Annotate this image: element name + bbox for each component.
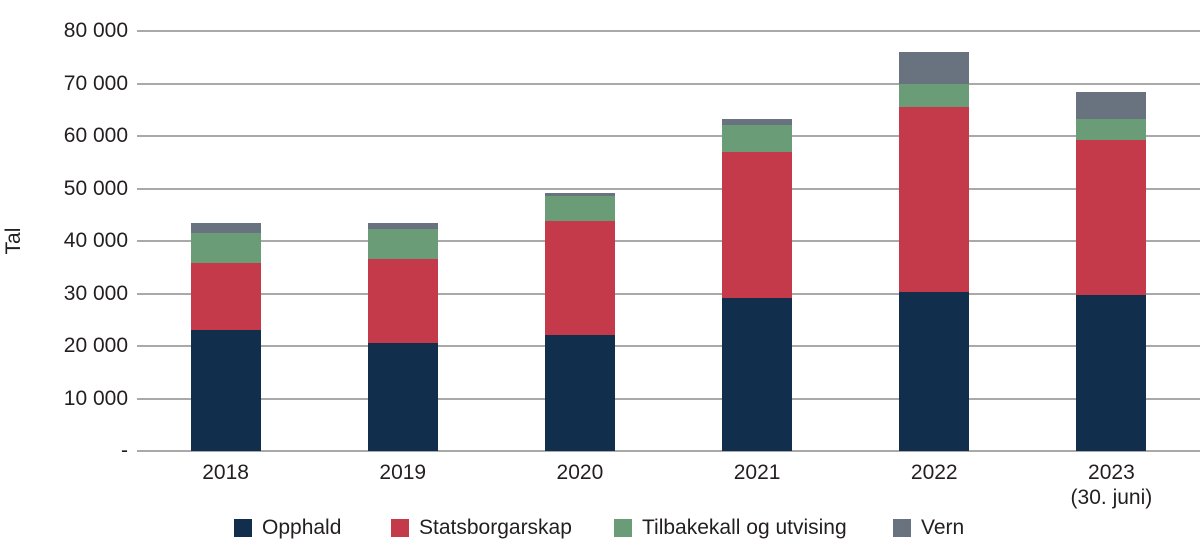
bar-2022-segment-tilbakekall-og-utvising	[899, 83, 970, 108]
gridline	[137, 292, 1200, 295]
x-label-year: 2020	[556, 461, 604, 484]
x-label-2020: 2020	[492, 460, 668, 485]
legend-item-statsborgarskap: Statsborgarskap	[391, 515, 572, 541]
bar-2019-segment-tilbakekall-og-utvising	[367, 228, 438, 260]
legend-swatch-icon	[391, 519, 409, 537]
x-label-2023: 2023 (30. juni)	[1023, 460, 1199, 510]
x-label-year: 2022	[910, 461, 958, 484]
legend-swatch-icon	[234, 519, 252, 537]
bar-2023-segment-tilbakekall-og-utvising	[1076, 119, 1147, 140]
gridline	[137, 30, 1200, 32]
legend-label: Opphald	[262, 516, 342, 539]
y-tick-label: 60 000	[63, 124, 128, 147]
bar-2021-segment-opphald	[722, 297, 793, 451]
legend-swatch-icon	[893, 519, 911, 537]
legend-swatch-icon	[614, 519, 632, 537]
y-tick-label: 70 000	[63, 71, 128, 95]
bar-2020-segment-vern	[544, 192, 615, 196]
y-tick-label: 20 000	[63, 334, 128, 357]
x-label-2019: 2019	[315, 460, 491, 485]
bar-2021-segment-statsborgarskap	[722, 152, 793, 298]
gridline	[137, 397, 1200, 400]
y-tick-label: 10 000	[63, 386, 128, 410]
gridline	[137, 187, 1200, 190]
bar-2022-segment-opphald	[899, 292, 970, 451]
bar-2019-segment-vern	[367, 223, 438, 229]
y-tick-label: 80 000	[63, 19, 128, 42]
bar-2018-segment-vern	[190, 223, 261, 234]
bar-2023-segment-opphald	[1076, 294, 1147, 451]
legend-item-vern: Vern	[893, 515, 964, 541]
x-label-year: 2018	[202, 461, 249, 484]
bar-2019-segment-statsborgarskap	[367, 259, 438, 344]
x-label-2022: 2022	[846, 460, 1022, 485]
bar-2022-segment-statsborgarskap	[899, 107, 970, 293]
x-label-year: 2019	[379, 461, 427, 484]
legend-item-tilbakekall-og-utvising: Tilbakekall og utvising	[614, 515, 847, 541]
legend-label: Statsborgarskap	[419, 516, 572, 539]
bar-2018-segment-opphald	[190, 329, 261, 451]
gridline	[137, 450, 1200, 452]
bar-2020-segment-opphald	[544, 334, 615, 451]
y-tick-label: -	[121, 439, 128, 462]
gridline	[137, 240, 1200, 242]
bar-2023-segment-statsborgarskap	[1076, 139, 1147, 295]
x-label-2018: 2018	[138, 460, 314, 485]
gridline	[137, 135, 1200, 137]
bar-2021-segment-vern	[722, 119, 793, 125]
bar-2020-segment-tilbakekall-og-utvising	[544, 195, 615, 221]
bar-2021-segment-tilbakekall-og-utvising	[722, 124, 793, 153]
bar-2018-segment-tilbakekall-og-utvising	[190, 233, 261, 264]
bar-2022-segment-vern	[899, 52, 970, 84]
y-tick-label: 30 000	[63, 281, 128, 305]
x-label-sublabel: (30. juni)	[1070, 486, 1153, 509]
gridline	[137, 82, 1200, 85]
x-label-year: 2023	[1088, 461, 1135, 484]
x-label-year: 2021	[733, 461, 781, 484]
bar-2020-segment-statsborgarskap	[544, 220, 615, 335]
y-tick-label: 50 000	[63, 176, 128, 200]
bar-2023-segment-vern	[1076, 92, 1147, 120]
y-tick-label: 40 000	[63, 229, 128, 252]
bar-2018-segment-statsborgarskap	[190, 263, 261, 330]
bar-2019-segment-opphald	[367, 343, 438, 451]
legend-label: Vern	[921, 516, 965, 539]
legend-item-opphald: Opphald	[234, 515, 341, 541]
legend-label: Tilbakekall og utvising	[642, 516, 847, 539]
gridline	[137, 345, 1200, 347]
x-label-2021: 2021	[669, 460, 845, 485]
